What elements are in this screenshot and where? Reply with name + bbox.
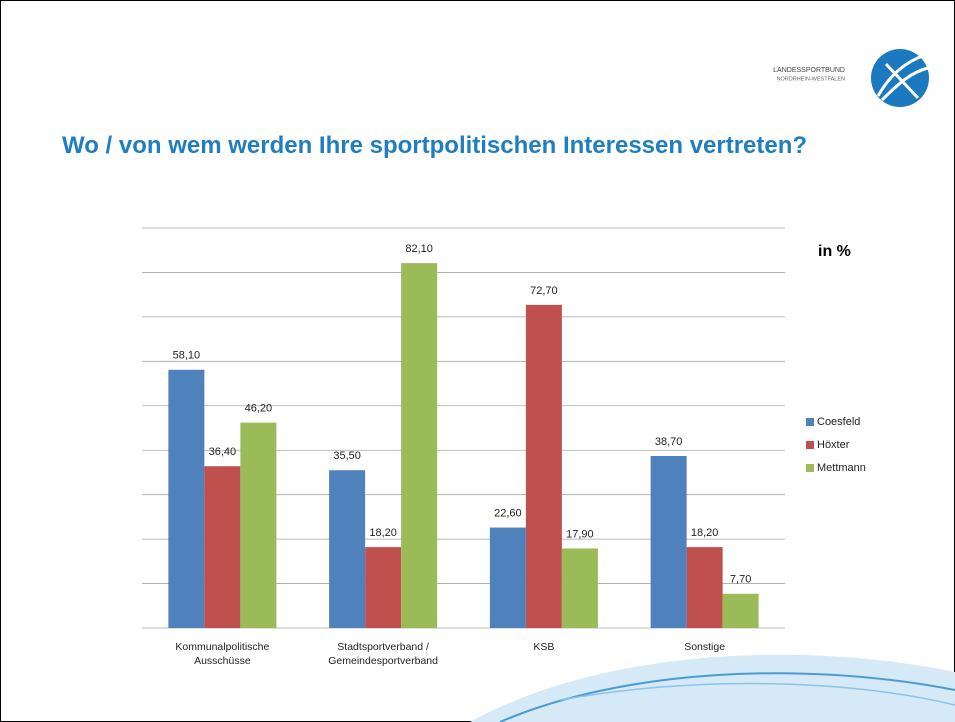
bar	[525, 304, 562, 628]
logo-text: LANDESSPORTBUND	[773, 67, 845, 74]
bar	[401, 263, 438, 628]
logo-text: NORDRHEIN-WESTFALEN	[777, 76, 845, 82]
x-tick-label: Sonstige	[684, 641, 726, 653]
data-label: 58,10	[173, 350, 201, 362]
bar	[650, 456, 687, 628]
bar	[686, 547, 723, 628]
legend-swatch	[806, 418, 814, 426]
bar	[722, 593, 759, 628]
data-label: 7,70	[730, 574, 751, 586]
data-label: 72,70	[530, 285, 558, 297]
bar	[168, 369, 205, 628]
x-tick-label: Stadtsportverband / Gemeindesportverband	[328, 641, 438, 667]
bar	[329, 470, 366, 628]
decor-line	[499, 672, 955, 722]
bar	[204, 466, 241, 628]
data-label: 46,20	[245, 403, 273, 415]
legend-label: Höxter	[817, 439, 850, 451]
bar	[561, 548, 598, 628]
data-label: 18,20	[691, 527, 719, 539]
decor-line	[559, 682, 955, 706]
decor-swoosh	[470, 654, 955, 722]
x-tick-label: KSB	[533, 641, 555, 653]
bar	[489, 527, 526, 628]
unit-annotation: in %	[818, 243, 851, 260]
data-label: 35,50	[333, 450, 361, 462]
data-label: 22,60	[494, 507, 522, 519]
data-label: 18,20	[369, 527, 397, 539]
legend-swatch	[806, 441, 814, 449]
data-label: 38,70	[655, 436, 683, 448]
legend-swatch	[806, 464, 814, 472]
legend-label: Mettmann	[817, 462, 866, 474]
data-label: 17,90	[566, 528, 594, 540]
chart-title: Wo / von wem werden Ihre sportpolitische…	[62, 132, 808, 159]
legend-label: Coesfeld	[817, 416, 860, 428]
bar	[365, 547, 402, 628]
logo-mark	[876, 53, 929, 102]
data-label: 82,10	[405, 243, 433, 255]
bar	[240, 422, 277, 628]
data-label: 36,40	[209, 446, 237, 458]
x-tick-label: Kommunalpolitische Ausschüsse	[175, 641, 270, 667]
